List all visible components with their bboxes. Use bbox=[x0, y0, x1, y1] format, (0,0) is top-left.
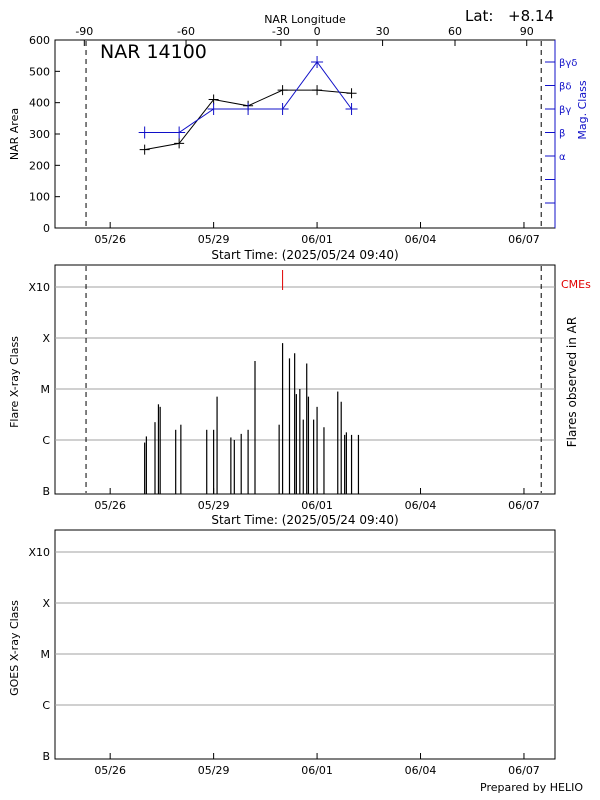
magclass-point bbox=[276, 103, 289, 115]
panel3-class-label: C bbox=[42, 699, 50, 712]
panel1-date-tick-label: 06/01 bbox=[301, 233, 333, 246]
panel3-date-tick-label: 05/29 bbox=[198, 764, 230, 777]
panel1-lon-tick-label: 60 bbox=[448, 25, 462, 38]
panel2-frame bbox=[54, 264, 556, 495]
panel1-ylabel: NAR Area bbox=[8, 108, 21, 160]
panel1-lon-tick-label: 90 bbox=[520, 25, 534, 38]
panel1-xlabel: Start Time: (2025/05/24 09:40) bbox=[211, 248, 398, 262]
goes-class-panel: GOES X-ray Class B C M X X10 05/26 05/29 06/01 0… bbox=[8, 529, 556, 777]
panel2-date-tick-label: 05/29 bbox=[198, 499, 230, 512]
area-point bbox=[346, 88, 357, 99]
panel1-ytick-label: 400 bbox=[29, 97, 50, 110]
magclass-point bbox=[242, 103, 255, 115]
panel2-class-label: M bbox=[41, 383, 51, 396]
area-point bbox=[208, 94, 219, 105]
area-point bbox=[139, 144, 150, 155]
panel1-mag-label: βγδ bbox=[559, 58, 577, 69]
area-series-line bbox=[144, 89, 352, 151]
panel2-date-tick-label: 06/04 bbox=[405, 499, 437, 512]
panel1-date-tick-label: 05/26 bbox=[94, 233, 126, 246]
panel2-date-tick-label: 05/26 bbox=[94, 499, 126, 512]
panel1-title: NAR 14100 bbox=[100, 41, 207, 63]
panel3-class-label: M bbox=[41, 648, 51, 661]
panel1-frame bbox=[54, 39, 556, 229]
panel1-date-tick-label: 06/04 bbox=[405, 233, 437, 246]
area-point bbox=[174, 138, 185, 149]
magclass-series-line bbox=[144, 61, 352, 133]
panel1-lon-tick-label: 30 bbox=[376, 25, 390, 38]
magclass-point bbox=[207, 103, 220, 115]
panel2-date-tick-label: 06/01 bbox=[301, 499, 333, 512]
panel1-mag-label: β bbox=[559, 129, 565, 140]
panel1-date-tick-label: 06/07 bbox=[508, 233, 540, 246]
flare-class-panel: Start Time: (2025/05/24 09:40) Flare X-r… bbox=[8, 264, 591, 527]
panel3-class-label: X bbox=[42, 597, 50, 610]
panel3-class-label: B bbox=[42, 750, 50, 763]
cme-label: CMEs bbox=[561, 278, 591, 291]
latitude-label: Lat: bbox=[465, 7, 493, 25]
area-point bbox=[277, 85, 288, 96]
panel2-ylabel: Flare X-ray Class bbox=[8, 336, 21, 428]
panel3-date-tick-label: 06/04 bbox=[405, 764, 437, 777]
panel3-date-tick-label: 06/01 bbox=[301, 764, 333, 777]
panel1-top-axis-label: NAR Longitude bbox=[264, 13, 346, 26]
panel1-lon-tick-label: -30 bbox=[272, 25, 290, 38]
panel2-class-label: X10 bbox=[28, 281, 50, 294]
panel2-class-label: B bbox=[42, 485, 50, 498]
panel1-mag-label: βδ bbox=[559, 82, 572, 93]
footer-credit: Prepared by HELIO bbox=[480, 781, 583, 794]
panel1-ytick-label: 0 bbox=[43, 222, 50, 235]
panel1-ytick-label: 100 bbox=[29, 191, 50, 204]
panel3-frame bbox=[54, 529, 556, 760]
panel2-class-label: X bbox=[42, 332, 50, 345]
magclass-point bbox=[311, 56, 324, 68]
panel2-xlabel: Start Time: (2025/05/24 09:40) bbox=[211, 513, 398, 527]
panel1-ytick-label: 200 bbox=[29, 159, 50, 172]
panel3-date-tick-label: 05/26 bbox=[94, 764, 126, 777]
panel3-date-tick-label: 06/07 bbox=[508, 764, 540, 777]
panel1-mag-label: βγ bbox=[559, 105, 571, 116]
panel1-ytick-label: 300 bbox=[29, 128, 50, 141]
panel1-mag-label: α bbox=[559, 152, 566, 163]
panel1-lon-tick-label: 0 bbox=[314, 25, 321, 38]
panel3-ylabel: GOES X-ray Class bbox=[8, 600, 21, 696]
magclass-point bbox=[345, 103, 358, 115]
panel2-class-label: C bbox=[42, 434, 50, 447]
panel1-lon-tick-label: -60 bbox=[177, 25, 195, 38]
panel1-ytick-label: 600 bbox=[29, 34, 50, 47]
panel3-class-label: X10 bbox=[28, 546, 50, 559]
panel1-date-tick-label: 05/29 bbox=[198, 233, 230, 246]
magclass-point bbox=[138, 126, 151, 139]
magclass-point bbox=[173, 126, 186, 139]
panel1-lon-tick-label: -90 bbox=[75, 25, 93, 38]
latitude-value: +8.14 bbox=[508, 7, 554, 25]
panel2-y2label: Flares observed in AR bbox=[565, 317, 579, 447]
nar-area-panel: NAR Longitude NAR 14100 Start Time: (202… bbox=[8, 13, 589, 262]
area-point bbox=[312, 85, 323, 96]
panel1-y2label: Mag. Class bbox=[576, 80, 589, 139]
panel2-date-tick-label: 06/07 bbox=[508, 499, 540, 512]
panel1-ytick-label: 500 bbox=[29, 65, 50, 78]
